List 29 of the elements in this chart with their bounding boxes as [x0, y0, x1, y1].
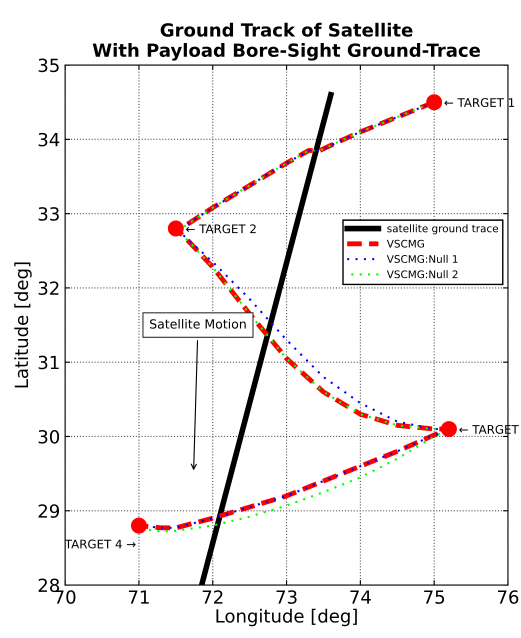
y-axis-title: Latitude [deg]: [14, 262, 32, 388]
x-tick-label: 76: [498, 590, 518, 604]
x-tick-label: 73: [276, 590, 297, 604]
point: [440, 421, 457, 438]
point: [130, 518, 147, 534]
chart-title: Ground Track of Satellite With Payload Bore-Sight Ground-Trace: [92, 22, 480, 61]
annotation: ← TARGET 1: [444, 98, 514, 108]
annotation: ← TARGET 2: [186, 224, 256, 234]
y-tick-label: 30: [38, 430, 60, 444]
legend-label: VSCMG:Null 2: [386, 270, 458, 278]
legend-label: VSCMG:Null 1: [386, 254, 458, 263]
x-tick-label: 75: [424, 590, 444, 604]
legend-label: satellite ground trace: [387, 224, 498, 234]
y-tick-label: 35: [38, 58, 59, 72]
y-tick-label: 29: [38, 504, 59, 518]
legend-label: VSCMG: [386, 240, 424, 248]
x-tick-label: 74: [350, 590, 371, 604]
y-tick-label: 32: [38, 281, 58, 296]
x-tick-label: 72: [202, 590, 222, 604]
x-tick-label: 70: [55, 590, 76, 604]
y-tick-label: 34: [38, 132, 60, 146]
y-tick-label: 33: [38, 207, 59, 221]
y-tick-label: 31: [38, 356, 59, 370]
annotation: Satellite Motion: [150, 319, 246, 329]
y-tick-label: 28: [38, 578, 60, 592]
point: [168, 220, 184, 236]
x-axis-title: Longitude [deg]: [216, 608, 357, 626]
x-tick-label: 71: [128, 590, 149, 604]
point: [426, 94, 442, 110]
